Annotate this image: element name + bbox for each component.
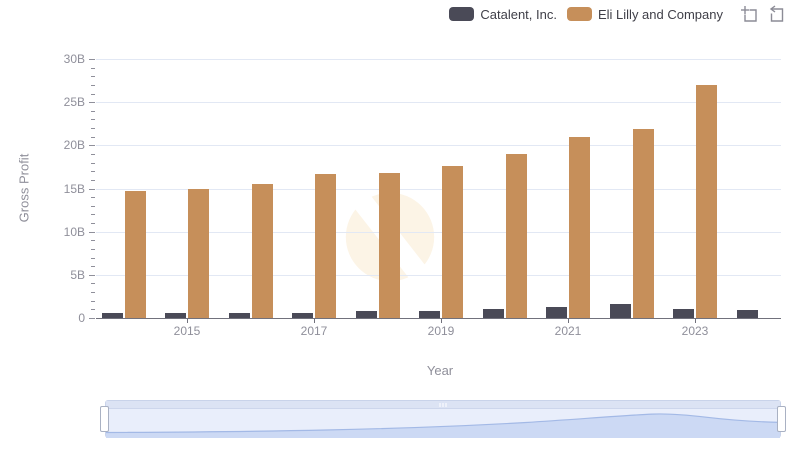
box-zoom-icon[interactable] [739, 4, 759, 24]
bar-lilly-2018[interactable] [378, 172, 400, 318]
y-axis-minor-tick [91, 266, 95, 268]
x-tick-label: 2023 [681, 324, 709, 338]
navigator-right-handle[interactable] [777, 406, 786, 432]
x-tick-label: 2015 [173, 324, 201, 338]
legend-item-catalent[interactable]: Catalent, Inc. [449, 7, 557, 22]
legend-item-lilly[interactable]: Eli Lilly and Company [566, 6, 723, 22]
bar-catalent-2021[interactable] [546, 306, 567, 318]
x-axis-tick [314, 318, 315, 323]
legend-swatch-catalent [449, 7, 475, 21]
navigator-track[interactable] [106, 409, 780, 438]
y-axis-minor-tick [91, 93, 95, 95]
legend-label-lilly: Eli Lilly and Company [597, 6, 723, 22]
y-axis-minor-tick [91, 84, 95, 86]
y-axis-minor-tick [91, 205, 95, 207]
y-tick-label: 30B [63, 52, 85, 66]
bar-catalent-2023[interactable] [673, 309, 694, 318]
bar-catalent-2022[interactable] [609, 304, 631, 318]
y-axis-minor-tick [91, 309, 95, 311]
y-axis-tick [89, 145, 95, 147]
x-tick-label: 2017 [300, 324, 328, 338]
x-tick-label: 2021 [554, 324, 582, 338]
y-tick-label: 0 [78, 311, 85, 325]
y-tick-label: 25B [63, 95, 85, 110]
navigator-left-handle[interactable] [100, 406, 109, 432]
y-axis-tick [89, 188, 95, 190]
bar-lilly-2022[interactable] [632, 128, 654, 318]
y-tick-label: 5B [70, 267, 85, 282]
x-axis-tick [568, 318, 569, 323]
x-axis-title: Year [426, 363, 454, 378]
legend-swatch-lilly [566, 7, 592, 21]
bar-lilly-2015[interactable] [188, 189, 209, 318]
toolbox [739, 4, 786, 24]
legend: Catalent, Inc. Eli Lilly and Company [449, 4, 786, 24]
bar-lilly-2017[interactable] [315, 173, 336, 318]
y-axis-minor-tick [91, 136, 95, 138]
y-axis-minor-tick [91, 153, 95, 155]
y-axis-minor-tick [91, 128, 95, 130]
x-axis-line [96, 318, 781, 319]
bar-catalent-2015[interactable] [165, 312, 186, 318]
gridline [96, 274, 781, 276]
legend-label-catalent: Catalent, Inc. [480, 6, 557, 22]
bar-catalent-2018[interactable] [355, 311, 377, 318]
bar-catalent-2019[interactable] [419, 310, 440, 318]
bar-catalent-2017[interactable] [292, 312, 313, 318]
y-axis-minor-tick [91, 223, 95, 225]
y-tick-label: 15B [63, 181, 85, 196]
x-axis-tick [187, 318, 188, 323]
gridline [96, 231, 781, 233]
navigator-area-chart [106, 413, 780, 438]
y-tick-label: 10B [63, 224, 85, 239]
bar-lilly-2014[interactable] [124, 191, 146, 318]
y-axis-minor-tick [91, 300, 95, 302]
bar-catalent-2016[interactable] [228, 312, 250, 318]
y-axis-tick [89, 102, 95, 104]
bar-catalent-2014[interactable] [101, 313, 123, 318]
y-axis-minor-tick [91, 248, 95, 250]
x-axis-tick [441, 318, 442, 323]
navigator-grip-icon[interactable] [439, 403, 447, 407]
navigator-top-strip[interactable] [106, 401, 780, 409]
y-axis-tick [89, 59, 95, 60]
y-axis-minor-tick [91, 171, 95, 173]
y-axis-tick [89, 318, 95, 319]
y-axis-title: Gross Profit [16, 153, 32, 223]
gridline [96, 59, 781, 60]
navigator-area-fill [106, 413, 780, 438]
y-axis-minor-tick [91, 162, 95, 164]
y-axis-minor-tick [91, 283, 95, 285]
bar-catalent-2024[interactable] [736, 310, 758, 318]
x-axis-tick [695, 318, 696, 323]
bar-lilly-2016[interactable] [251, 183, 273, 318]
y-axis-minor-tick [91, 214, 95, 216]
bar-lilly-2023[interactable] [696, 84, 717, 318]
restore-icon[interactable] [766, 4, 786, 24]
navigator-area-line [106, 413, 780, 434]
gridline [96, 145, 781, 147]
data-zoom-slider[interactable] [100, 400, 786, 438]
plot-area: Gross Profit Year 0 5B 10B 15B 20B 25B 30B 2015… [16, 52, 781, 378]
y-axis-minor-tick [91, 110, 95, 112]
bar-catalent-2020[interactable] [482, 309, 504, 318]
bar-lilly-2020[interactable] [505, 153, 527, 318]
x-tick-label: 2019 [427, 324, 455, 338]
gridline [96, 188, 781, 190]
y-axis-minor-tick [91, 119, 95, 121]
y-axis-minor-tick [91, 76, 95, 78]
y-axis-minor-tick [91, 257, 95, 259]
bar-lilly-2019[interactable] [442, 166, 463, 318]
y-axis-minor-tick [91, 240, 95, 242]
y-axis-tick [89, 231, 95, 233]
bar-lilly-2021[interactable] [569, 136, 590, 318]
y-tick-label: 20B [63, 138, 85, 153]
y-axis-tick [89, 274, 95, 276]
y-axis-minor-tick [91, 179, 95, 181]
gridline [96, 102, 781, 104]
y-axis-minor-tick [91, 292, 95, 294]
y-axis-minor-tick [91, 67, 95, 69]
y-axis-minor-tick [91, 197, 95, 199]
